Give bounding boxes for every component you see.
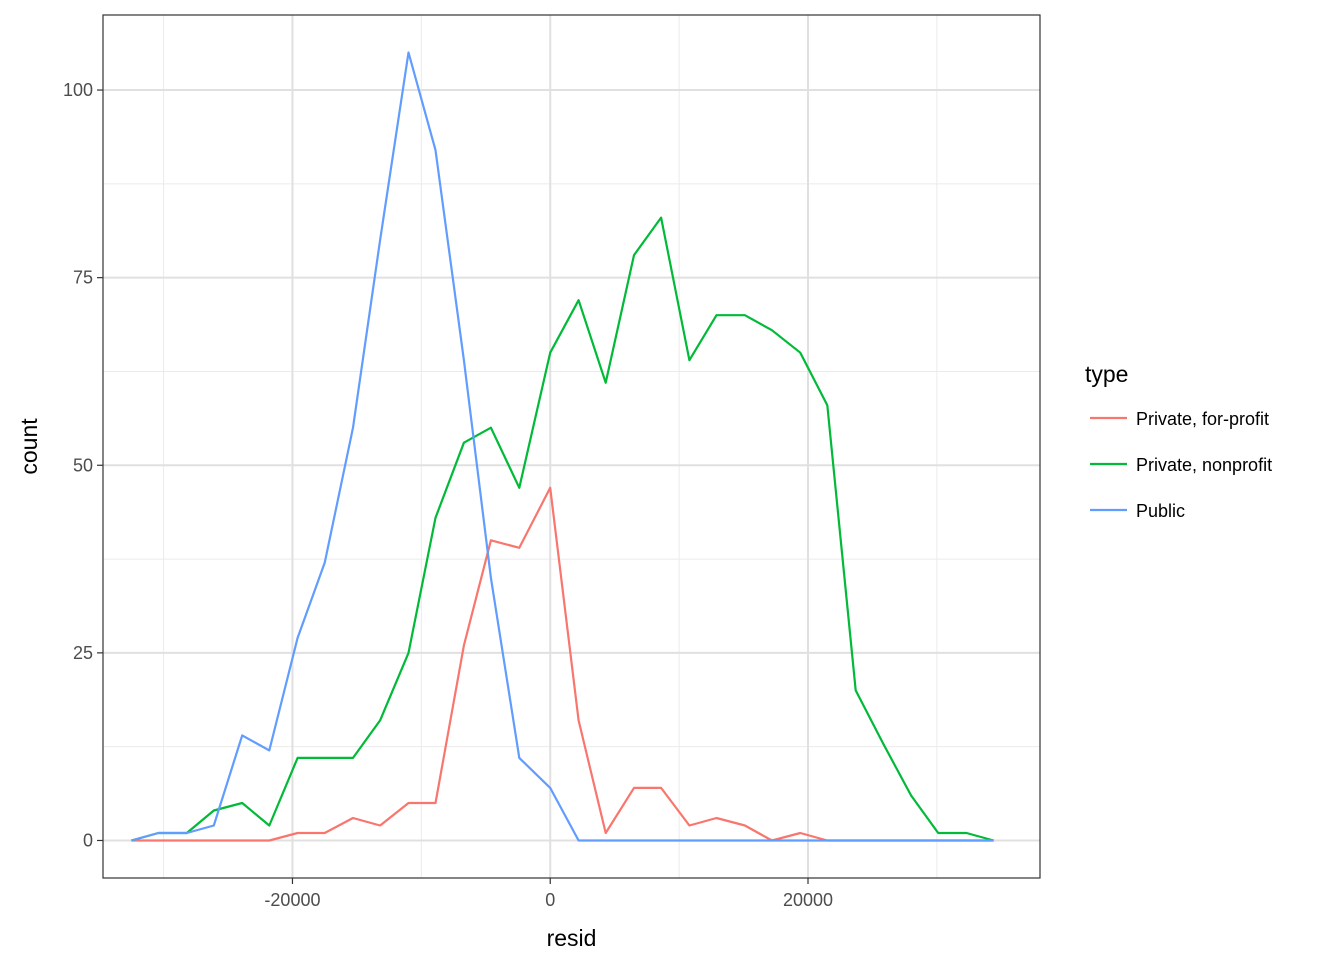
y-axis-title: count [16, 418, 42, 475]
x-tick-label: -20000 [264, 890, 320, 910]
legend-label-public: Public [1136, 501, 1185, 521]
legend: type Private, for-profit Private, nonprof… [1085, 361, 1272, 521]
legend-title: type [1085, 361, 1128, 387]
y-tick-label: 25 [73, 643, 93, 663]
y-tick-label: 100 [63, 80, 93, 100]
y-tick-label: 75 [73, 268, 93, 288]
legend-label-private-nonprofit: Private, nonprofit [1136, 455, 1272, 475]
x-tick-label: 0 [545, 890, 555, 910]
y-tick-label: 0 [83, 830, 93, 850]
series-line-public [131, 51, 994, 842]
y-axis-ticks: 0 25 50 75 100 [63, 80, 103, 850]
x-axis-title: resid [547, 925, 597, 951]
y-tick-label: 50 [73, 455, 93, 475]
minor-gridlines [103, 15, 1040, 878]
plot-panel-border [102, 14, 1041, 879]
series-line-private-nonprofit [131, 216, 994, 842]
legend-label-private-for-profit: Private, for-profit [1136, 409, 1269, 429]
x-tick-label: 20000 [783, 890, 833, 910]
x-axis-ticks: -20000 0 20000 [264, 878, 833, 910]
series-lines [131, 51, 994, 842]
